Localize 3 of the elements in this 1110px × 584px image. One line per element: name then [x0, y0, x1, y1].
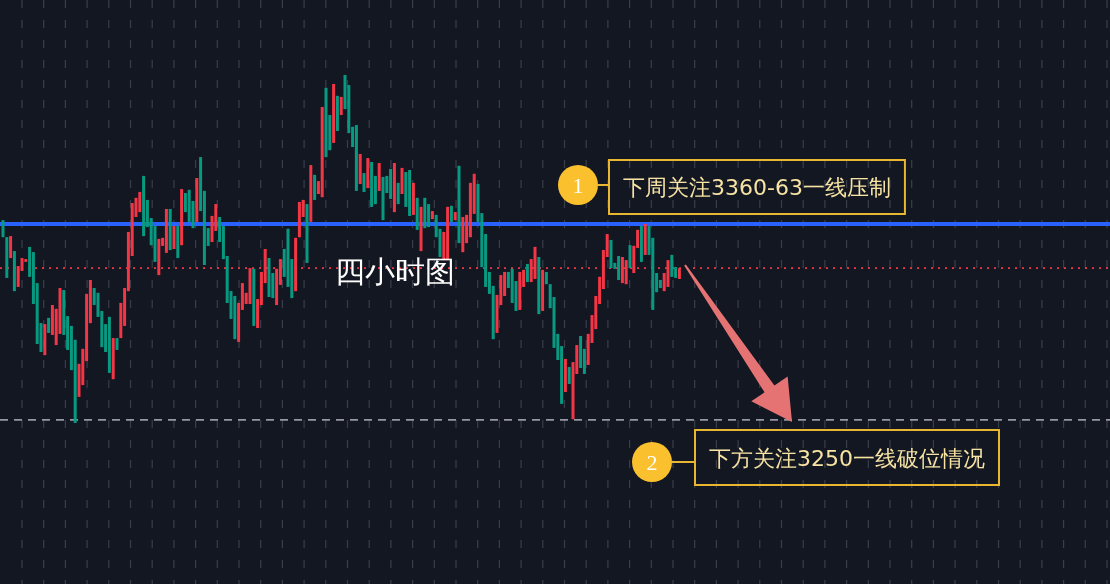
- annotation: 下周关注3360-63一线压制: [623, 175, 891, 200]
- annotation: 1: [572, 173, 584, 198]
- title: 四小时图: [335, 254, 455, 289]
